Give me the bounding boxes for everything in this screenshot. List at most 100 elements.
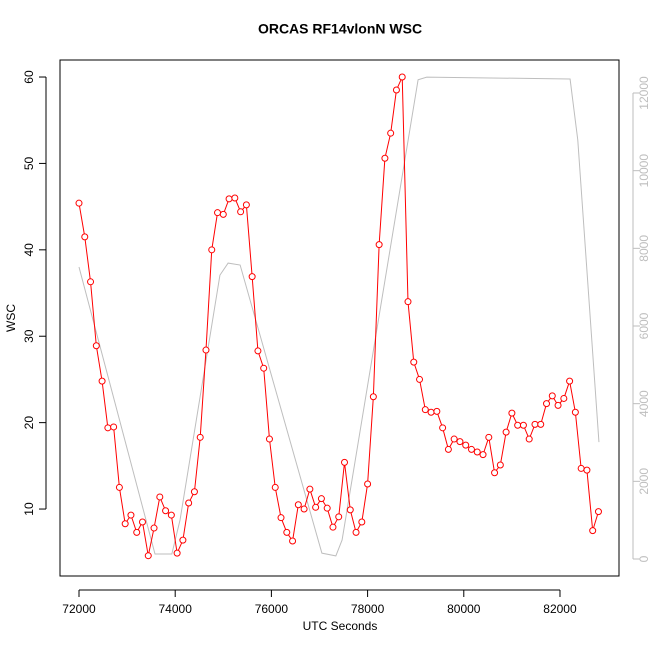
data-point: [133, 528, 141, 536]
data-point: [491, 469, 499, 477]
data-point: [144, 552, 152, 560]
data-point: [121, 520, 129, 528]
data-point: [208, 246, 216, 254]
data-point: [519, 421, 527, 429]
data-point: [421, 406, 429, 414]
data-point: [560, 394, 568, 402]
data-point: [375, 241, 383, 249]
data-point: [283, 528, 291, 536]
data-point: [110, 423, 118, 431]
x-tick-label: 82000: [543, 602, 577, 616]
data-point: [589, 527, 597, 535]
data-point: [485, 433, 493, 441]
data-point: [323, 504, 331, 512]
data-point: [531, 420, 539, 428]
y2-tick-label: 2000: [637, 468, 650, 495]
data-point: [300, 505, 308, 513]
data-point: [554, 401, 562, 409]
data-point: [456, 438, 464, 446]
data-point: [508, 409, 516, 417]
data-point: [202, 346, 210, 354]
data-point: [179, 536, 187, 544]
chart-title: ORCAS RF14vlonN WSC: [258, 21, 422, 37]
x-tick-label: 80000: [447, 602, 481, 616]
data-point: [260, 364, 268, 372]
data-point: [150, 524, 158, 532]
data-point: [104, 424, 112, 432]
data-point: [525, 435, 533, 443]
y-axis-label: WSC: [4, 304, 18, 332]
data-point: [312, 503, 320, 511]
x-tick-label: 78000: [351, 602, 385, 616]
data-point: [369, 393, 377, 401]
data-point: [416, 375, 424, 383]
data-point: [306, 485, 314, 493]
data-point: [190, 488, 198, 496]
data-point: [398, 73, 406, 81]
data-point: [543, 400, 551, 408]
data-point: [115, 483, 123, 491]
data-point: [294, 501, 302, 509]
data-point: [462, 441, 470, 449]
y-tick-label: 60: [22, 70, 36, 84]
x-tick-label: 72000: [62, 602, 96, 616]
data-point: [566, 377, 574, 385]
series-line: [78, 76, 600, 557]
data-point: [496, 461, 504, 469]
data-point: [317, 495, 325, 503]
series-line: [78, 76, 599, 556]
y2-tick-label: 0: [637, 555, 650, 562]
data-point: [196, 433, 204, 441]
data-point: [514, 421, 522, 429]
data-point: [225, 195, 233, 203]
data-point: [364, 480, 372, 488]
data-point: [277, 514, 285, 522]
data-point: [594, 508, 602, 516]
data-point: [138, 518, 146, 526]
y-tick-label: 30: [22, 329, 36, 343]
data-point: [231, 194, 239, 202]
y-tick-label: 50: [22, 156, 36, 170]
data-point: [75, 199, 83, 207]
data-point: [127, 511, 135, 519]
data-point: [502, 428, 510, 436]
data-point: [346, 506, 354, 514]
data-point: [87, 278, 95, 286]
data-point: [387, 129, 395, 137]
data-point: [254, 347, 262, 355]
data-point: [219, 210, 227, 218]
x-tick-label: 74000: [159, 602, 193, 616]
data-point: [548, 392, 556, 400]
y2-tick-label: 8000: [637, 235, 650, 262]
data-point: [289, 537, 297, 545]
y2-tick-label: 4000: [637, 390, 650, 417]
y-tick-label: 10: [22, 502, 36, 516]
data-point: [433, 407, 441, 415]
data-point: [467, 445, 475, 453]
data-point: [444, 445, 452, 453]
data-point: [410, 358, 418, 366]
data-point: [98, 377, 106, 385]
data-point: [479, 451, 487, 459]
y2-tick-label: 6000: [637, 312, 650, 339]
x-axis-label: UTC Seconds: [303, 619, 378, 633]
data-point: [265, 435, 273, 443]
data-point: [81, 233, 89, 241]
y2-tick-label: 10000: [637, 154, 650, 188]
data-point: [439, 424, 447, 432]
data-point: [358, 518, 366, 526]
data-point: [92, 342, 100, 350]
data-point: [583, 466, 591, 474]
data-point: [173, 549, 181, 557]
data-point: [404, 298, 412, 306]
data-point: [156, 493, 164, 501]
data-point: [237, 208, 245, 216]
data-point: [248, 273, 256, 281]
data-point: [537, 420, 545, 428]
data-point: [392, 86, 400, 94]
data-point: [427, 408, 435, 416]
x-tick-label: 76000: [255, 602, 289, 616]
data-point: [381, 154, 389, 162]
